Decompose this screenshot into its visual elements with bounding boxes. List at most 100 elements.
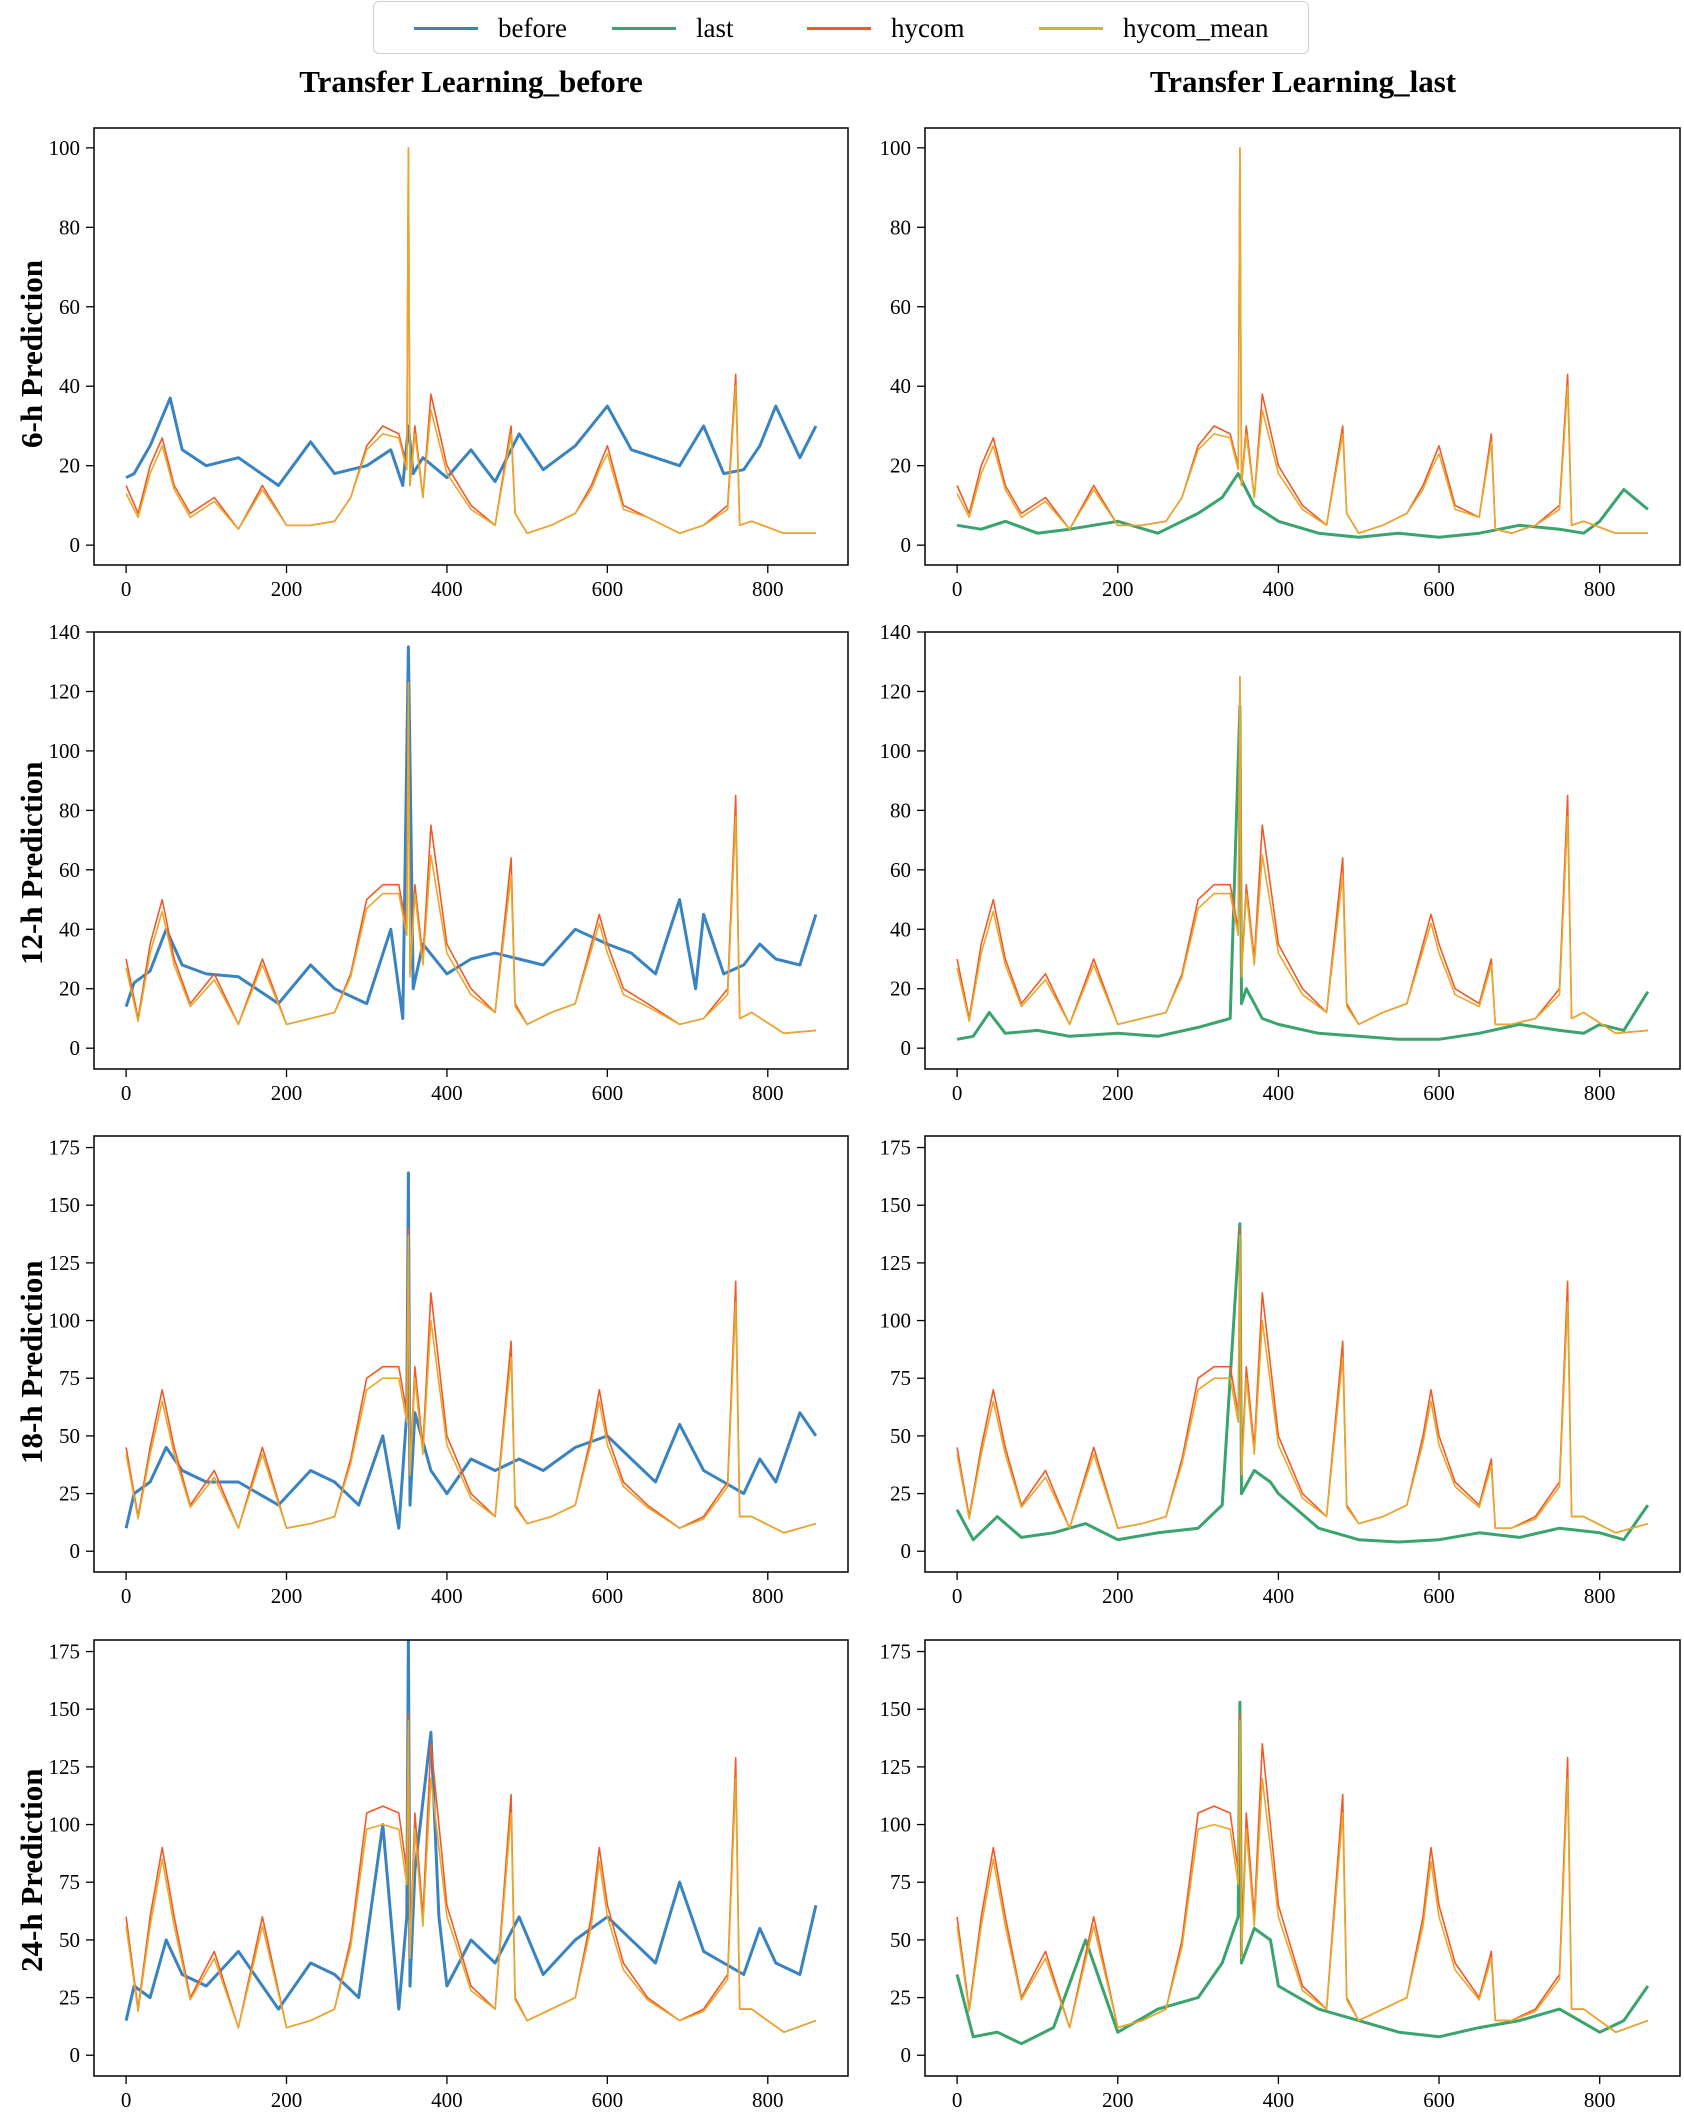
y-tick-label: 0	[901, 533, 912, 557]
x-tick-label: 0	[121, 577, 132, 601]
x-tick-label: 800	[1584, 2088, 1616, 2112]
y-tick-label: 20	[59, 454, 80, 478]
y-tick-label: 0	[70, 2043, 81, 2067]
y-tick-label: 175	[49, 1136, 81, 1160]
y-tick-label: 100	[49, 1813, 81, 1837]
legend-item-hycom-mean: hycom_mean	[1039, 2, 1268, 55]
x-tick-label: 0	[952, 1081, 963, 1105]
legend-item-last: last	[612, 2, 734, 55]
y-tick-label: 40	[890, 374, 911, 398]
y-tick-label: 125	[880, 1755, 912, 1779]
series-line-last	[955, 1700, 1650, 2046]
x-tick-label: 400	[431, 577, 463, 601]
series-line-hycom	[125, 1713, 817, 2033]
y-tick-label: 50	[890, 1424, 911, 1448]
x-tick-label: 0	[952, 1584, 963, 1608]
x-tick-label: 800	[1584, 577, 1616, 601]
legend-swatch-last	[612, 27, 676, 30]
x-tick-label: 600	[1423, 577, 1455, 601]
y-tick-label: 25	[890, 1482, 911, 1506]
y-tick-label: 100	[49, 1309, 81, 1333]
series-line-hycom	[956, 1227, 1649, 1534]
series-line-hycom	[956, 1713, 1649, 2033]
y-tick-label: 100	[49, 136, 81, 160]
plot-frame	[93, 631, 849, 1070]
series-group	[956, 675, 1650, 1041]
y-tick-label: 0	[70, 1036, 81, 1060]
x-tick-label: 400	[1263, 1081, 1295, 1105]
y-tick-label: 0	[901, 2043, 912, 2067]
y-tick-label: 175	[880, 1640, 912, 1664]
y-tick-label: 50	[59, 1424, 80, 1448]
legend-label-before: before	[498, 13, 567, 43]
y-tick-label: 150	[49, 1193, 81, 1217]
series-line-hycom-mean	[956, 1234, 1649, 1534]
x-tick-label: 400	[1263, 1584, 1295, 1608]
series-group	[125, 147, 818, 535]
legend-swatch-hycom	[807, 27, 871, 30]
column-title-last: Transfer Learning_last	[1149, 64, 1457, 99]
y-tick-label: 150	[880, 1697, 912, 1721]
series-line-hycom	[956, 147, 1648, 535]
x-tick-label: 800	[752, 1081, 784, 1105]
x-tick-label: 200	[271, 577, 303, 601]
x-tick-label: 0	[952, 2088, 963, 2112]
y-tick-label: 125	[880, 1251, 912, 1275]
series-line-hycom	[125, 681, 816, 1035]
legend-swatch-hycom-mean	[1039, 27, 1103, 30]
chart-6h-before: 0 200 400 600 800 0 20 40 60 80 100	[49, 127, 849, 601]
plot-frame	[93, 127, 849, 566]
chart-6h-last: 0 200 400 600 800 0 20 40 60 80 100	[880, 127, 1681, 601]
y-tick-label: 80	[59, 798, 80, 822]
series-line-before	[124, 645, 818, 1020]
y-tick-label: 0	[901, 1036, 912, 1060]
x-tick-label: 200	[1102, 1584, 1134, 1608]
x-tick-label: 600	[592, 577, 624, 601]
y-tick-label: 100	[880, 1813, 912, 1837]
series-line-last	[955, 1222, 1650, 1544]
y-tick-label: 60	[890, 295, 911, 319]
x-tick-label: 200	[271, 1081, 303, 1105]
legend-label-hycom: hycom	[891, 13, 965, 43]
x-tick-label: 800	[752, 2088, 784, 2112]
series-group	[124, 645, 818, 1035]
x-tick-label: 800	[1584, 1081, 1616, 1105]
series-line-last	[956, 472, 1649, 539]
series-line-before	[124, 1171, 818, 1530]
series-line-before	[125, 396, 818, 487]
x-tick-label: 0	[952, 577, 963, 601]
y-tick-label: 100	[880, 739, 912, 763]
x-tick-label: 600	[592, 2088, 624, 2112]
x-tick-label: 400	[431, 2088, 463, 2112]
y-tick-label: 175	[880, 1136, 912, 1160]
y-tick-label: 60	[59, 858, 80, 882]
series-line-hycom	[125, 1227, 817, 1534]
plot-frame	[93, 1639, 849, 2077]
x-tick-label: 400	[431, 1584, 463, 1608]
y-tick-label: 100	[49, 739, 81, 763]
x-tick-label: 200	[271, 2088, 303, 2112]
series-line-hycom	[956, 675, 1648, 1035]
x-tick-label: 200	[1102, 577, 1134, 601]
series-line-before	[124, 1640, 818, 2021]
y-tick-label: 40	[59, 374, 80, 398]
plot-frame	[924, 127, 1681, 566]
series-line-hycom-mean	[956, 147, 1648, 535]
x-tick-label: 800	[1584, 1584, 1616, 1608]
y-tick-label: 80	[59, 215, 80, 239]
column-title-before: Transfer Learning_before	[299, 64, 643, 99]
x-tick-label: 600	[592, 1081, 624, 1105]
y-tick-label: 60	[59, 295, 80, 319]
y-tick-label: 150	[49, 1697, 81, 1721]
x-tick-label: 600	[1423, 1081, 1455, 1105]
legend-item-hycom: hycom	[807, 2, 965, 55]
series-line-last	[956, 704, 1650, 1041]
y-tick-label: 75	[890, 1366, 911, 1390]
series-line-hycom-mean	[125, 147, 816, 535]
y-tick-label: 20	[890, 977, 911, 1001]
plot-frame	[924, 1135, 1681, 1573]
series-line-hycom-mean	[125, 681, 816, 1035]
plot-frame	[924, 631, 1681, 1070]
y-tick-label: 80	[890, 798, 911, 822]
